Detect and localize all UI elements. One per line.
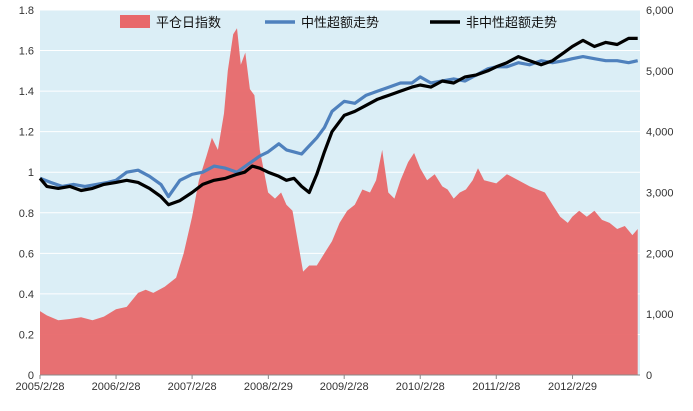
left-axis-tick-label: 1 — [28, 167, 34, 179]
x-axis-tick-label: 2012/2/29 — [548, 381, 597, 393]
legend-label: 中性超额走势 — [301, 15, 379, 31]
left-axis-tick-label: 1.8 — [19, 5, 34, 17]
x-axis: 2005/2/28 2006/2/28 2007/2/28 2008/2/29 2009… — [16, 374, 640, 393]
legend-label: 平仓日指数 — [156, 16, 221, 31]
x-axis-tick-label: 2007/2/28 — [168, 381, 217, 393]
left-axis-tick-label: 0.2 — [19, 329, 34, 341]
right-axis-tick-label: 1,000 — [646, 309, 674, 321]
x-axis-tick-label: 2009/2/28 — [320, 381, 369, 393]
left-axis-tick-label: 1.4 — [19, 86, 34, 98]
x-axis-tick-label: 2006/2/28 — [92, 381, 141, 393]
legend-label: 非中性超额走势 — [466, 15, 557, 31]
x-axis-tick-label: 2010/2/28 — [396, 381, 445, 393]
area-series-layer — [40, 28, 638, 376]
legend: 平仓日指数 中性超额走势 非中性超额走势 — [120, 15, 557, 31]
left-axis-tick-label: 1.2 — [19, 127, 34, 139]
left-axis-tick-label: 0.4 — [19, 289, 34, 301]
left-axis-tick-label: 1.6 — [19, 46, 34, 58]
right-axis-tick-label: 0 — [646, 370, 652, 382]
x-axis-tick-label: 2011/2/28 — [472, 381, 520, 393]
right-axis: 0 1,000 2,000 3,000 4,000 5,000 6,000 — [646, 5, 674, 382]
left-axis: 0 0.2 0.4 0.6 0.8 1 1.2 1.4 1.6 1.8 — [19, 5, 34, 382]
right-axis-tick-label: 6,000 — [646, 5, 674, 17]
right-axis-tick-label: 5,000 — [646, 66, 674, 78]
left-axis-tick-label: 0.8 — [19, 208, 34, 220]
legend-swatch-area — [120, 15, 150, 28]
right-axis-tick-label: 2,000 — [646, 248, 674, 260]
right-axis-tick-label: 4,000 — [646, 127, 674, 139]
x-axis-tick-label: 2005/2/28 — [16, 381, 65, 393]
left-axis-tick-label: 0.6 — [19, 248, 34, 260]
series-line-2 — [38, 36, 638, 207]
x-axis-tick-label: 2008/2/29 — [244, 381, 293, 393]
series-area-0 — [40, 28, 638, 376]
left-axis-tick-label: 0 — [28, 370, 34, 382]
line-series-layer — [38, 36, 639, 207]
right-axis-tick-label: 3,000 — [646, 188, 674, 200]
